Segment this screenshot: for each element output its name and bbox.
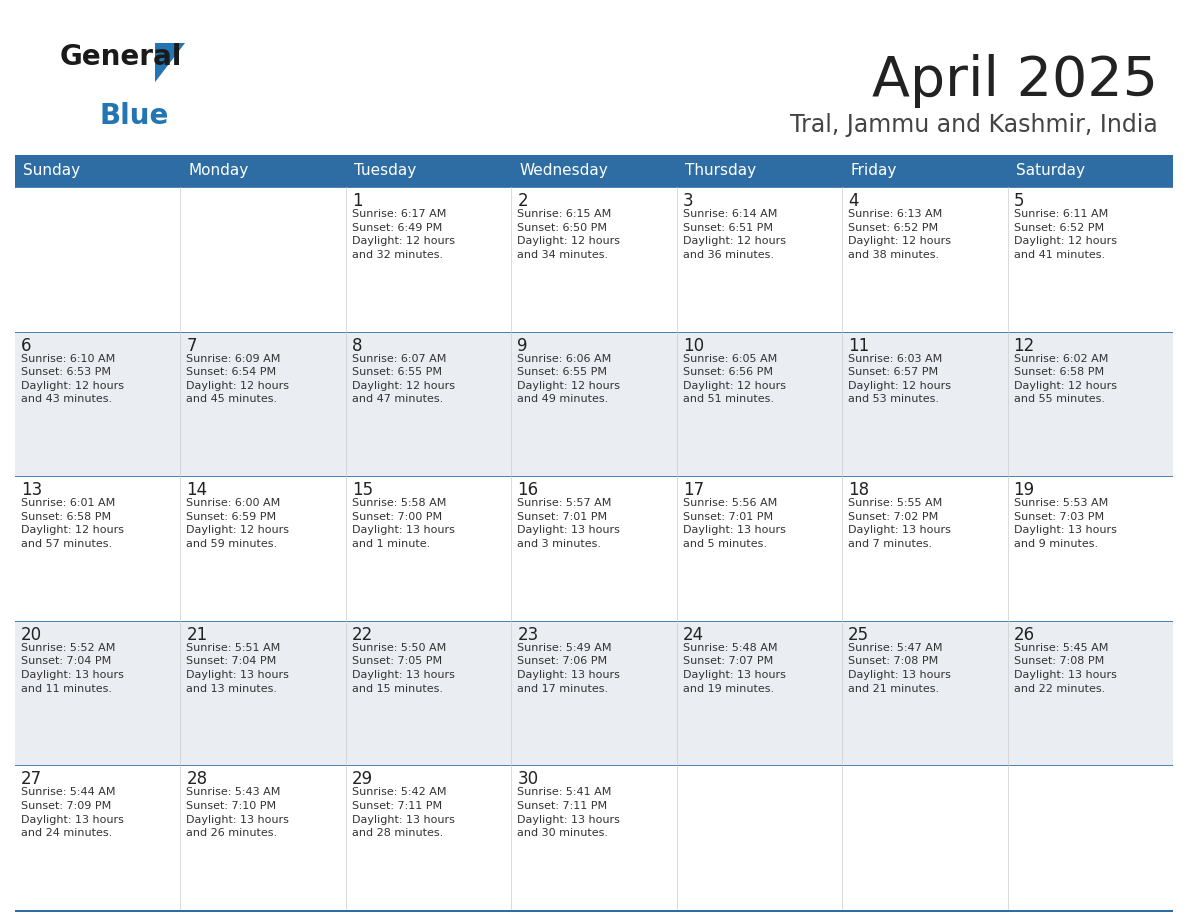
Text: Sunrise: 5:49 AM
Sunset: 7:06 PM
Daylight: 13 hours
and 17 minutes.: Sunrise: 5:49 AM Sunset: 7:06 PM Dayligh… <box>517 643 620 694</box>
Text: Sunrise: 5:53 AM
Sunset: 7:03 PM
Daylight: 13 hours
and 9 minutes.: Sunrise: 5:53 AM Sunset: 7:03 PM Dayligh… <box>1013 498 1117 549</box>
Text: 27: 27 <box>21 770 42 789</box>
Text: Sunrise: 6:01 AM
Sunset: 6:58 PM
Daylight: 12 hours
and 57 minutes.: Sunrise: 6:01 AM Sunset: 6:58 PM Dayligh… <box>21 498 124 549</box>
Text: 20: 20 <box>21 626 42 644</box>
Text: 23: 23 <box>517 626 538 644</box>
Text: 9: 9 <box>517 337 527 354</box>
Text: 8: 8 <box>352 337 362 354</box>
Text: 29: 29 <box>352 770 373 789</box>
Text: 25: 25 <box>848 626 870 644</box>
Text: Friday: Friday <box>851 163 897 178</box>
Text: Wednesday: Wednesday <box>519 163 608 178</box>
Text: Sunday: Sunday <box>23 163 80 178</box>
Text: 22: 22 <box>352 626 373 644</box>
Text: Sunrise: 5:55 AM
Sunset: 7:02 PM
Daylight: 13 hours
and 7 minutes.: Sunrise: 5:55 AM Sunset: 7:02 PM Dayligh… <box>848 498 952 549</box>
Text: 18: 18 <box>848 481 870 499</box>
Text: 17: 17 <box>683 481 703 499</box>
Text: Sunrise: 6:02 AM
Sunset: 6:58 PM
Daylight: 12 hours
and 55 minutes.: Sunrise: 6:02 AM Sunset: 6:58 PM Dayligh… <box>1013 353 1117 405</box>
Text: Sunrise: 6:11 AM
Sunset: 6:52 PM
Daylight: 12 hours
and 41 minutes.: Sunrise: 6:11 AM Sunset: 6:52 PM Dayligh… <box>1013 209 1117 260</box>
Text: General: General <box>61 43 183 71</box>
Text: 1: 1 <box>352 192 362 210</box>
Text: Sunrise: 6:07 AM
Sunset: 6:55 PM
Daylight: 12 hours
and 47 minutes.: Sunrise: 6:07 AM Sunset: 6:55 PM Dayligh… <box>352 353 455 405</box>
Text: Sunrise: 6:06 AM
Sunset: 6:55 PM
Daylight: 12 hours
and 49 minutes.: Sunrise: 6:06 AM Sunset: 6:55 PM Dayligh… <box>517 353 620 405</box>
Text: Sunrise: 5:58 AM
Sunset: 7:00 PM
Daylight: 13 hours
and 1 minute.: Sunrise: 5:58 AM Sunset: 7:00 PM Dayligh… <box>352 498 455 549</box>
Text: 30: 30 <box>517 770 538 789</box>
Text: Sunrise: 6:10 AM
Sunset: 6:53 PM
Daylight: 12 hours
and 43 minutes.: Sunrise: 6:10 AM Sunset: 6:53 PM Dayligh… <box>21 353 124 405</box>
Text: 4: 4 <box>848 192 859 210</box>
Text: 21: 21 <box>187 626 208 644</box>
Text: Sunrise: 6:03 AM
Sunset: 6:57 PM
Daylight: 12 hours
and 53 minutes.: Sunrise: 6:03 AM Sunset: 6:57 PM Dayligh… <box>848 353 952 405</box>
Text: Sunrise: 5:51 AM
Sunset: 7:04 PM
Daylight: 13 hours
and 13 minutes.: Sunrise: 5:51 AM Sunset: 7:04 PM Dayligh… <box>187 643 290 694</box>
Text: Blue: Blue <box>100 102 170 129</box>
Text: Sunrise: 5:57 AM
Sunset: 7:01 PM
Daylight: 13 hours
and 3 minutes.: Sunrise: 5:57 AM Sunset: 7:01 PM Dayligh… <box>517 498 620 549</box>
Text: 12: 12 <box>1013 337 1035 354</box>
Text: April 2025: April 2025 <box>872 54 1158 108</box>
Text: Sunrise: 5:42 AM
Sunset: 7:11 PM
Daylight: 13 hours
and 28 minutes.: Sunrise: 5:42 AM Sunset: 7:11 PM Dayligh… <box>352 788 455 838</box>
Text: Sunrise: 5:44 AM
Sunset: 7:09 PM
Daylight: 13 hours
and 24 minutes.: Sunrise: 5:44 AM Sunset: 7:09 PM Dayligh… <box>21 788 124 838</box>
Text: Saturday: Saturday <box>1016 163 1085 178</box>
Text: 16: 16 <box>517 481 538 499</box>
Text: Sunrise: 6:17 AM
Sunset: 6:49 PM
Daylight: 12 hours
and 32 minutes.: Sunrise: 6:17 AM Sunset: 6:49 PM Dayligh… <box>352 209 455 260</box>
Text: Sunrise: 5:52 AM
Sunset: 7:04 PM
Daylight: 13 hours
and 11 minutes.: Sunrise: 5:52 AM Sunset: 7:04 PM Dayligh… <box>21 643 124 694</box>
Text: Sunrise: 6:13 AM
Sunset: 6:52 PM
Daylight: 12 hours
and 38 minutes.: Sunrise: 6:13 AM Sunset: 6:52 PM Dayligh… <box>848 209 952 260</box>
Text: 26: 26 <box>1013 626 1035 644</box>
Text: Thursday: Thursday <box>684 163 756 178</box>
Text: 5: 5 <box>1013 192 1024 210</box>
Text: Sunrise: 6:15 AM
Sunset: 6:50 PM
Daylight: 12 hours
and 34 minutes.: Sunrise: 6:15 AM Sunset: 6:50 PM Dayligh… <box>517 209 620 260</box>
Text: 6: 6 <box>21 337 32 354</box>
Text: Sunrise: 5:56 AM
Sunset: 7:01 PM
Daylight: 13 hours
and 5 minutes.: Sunrise: 5:56 AM Sunset: 7:01 PM Dayligh… <box>683 498 785 549</box>
Text: Sunrise: 5:50 AM
Sunset: 7:05 PM
Daylight: 13 hours
and 15 minutes.: Sunrise: 5:50 AM Sunset: 7:05 PM Dayligh… <box>352 643 455 694</box>
Text: Sunrise: 6:09 AM
Sunset: 6:54 PM
Daylight: 12 hours
and 45 minutes.: Sunrise: 6:09 AM Sunset: 6:54 PM Dayligh… <box>187 353 290 405</box>
Text: 2: 2 <box>517 192 527 210</box>
Text: 3: 3 <box>683 192 694 210</box>
Text: 7: 7 <box>187 337 197 354</box>
Text: 28: 28 <box>187 770 208 789</box>
Text: 13: 13 <box>21 481 43 499</box>
Text: Sunrise: 5:45 AM
Sunset: 7:08 PM
Daylight: 13 hours
and 22 minutes.: Sunrise: 5:45 AM Sunset: 7:08 PM Dayligh… <box>1013 643 1117 694</box>
Text: Monday: Monday <box>189 163 248 178</box>
Polygon shape <box>154 43 185 83</box>
Text: 19: 19 <box>1013 481 1035 499</box>
Text: Tral, Jammu and Kashmir, India: Tral, Jammu and Kashmir, India <box>790 113 1158 137</box>
Text: Sunrise: 5:43 AM
Sunset: 7:10 PM
Daylight: 13 hours
and 26 minutes.: Sunrise: 5:43 AM Sunset: 7:10 PM Dayligh… <box>187 788 290 838</box>
Text: Sunrise: 6:05 AM
Sunset: 6:56 PM
Daylight: 12 hours
and 51 minutes.: Sunrise: 6:05 AM Sunset: 6:56 PM Dayligh… <box>683 353 785 405</box>
Text: Sunrise: 5:41 AM
Sunset: 7:11 PM
Daylight: 13 hours
and 30 minutes.: Sunrise: 5:41 AM Sunset: 7:11 PM Dayligh… <box>517 788 620 838</box>
Text: 10: 10 <box>683 337 703 354</box>
Text: Sunrise: 6:14 AM
Sunset: 6:51 PM
Daylight: 12 hours
and 36 minutes.: Sunrise: 6:14 AM Sunset: 6:51 PM Dayligh… <box>683 209 785 260</box>
Text: 24: 24 <box>683 626 703 644</box>
Text: Sunrise: 5:48 AM
Sunset: 7:07 PM
Daylight: 13 hours
and 19 minutes.: Sunrise: 5:48 AM Sunset: 7:07 PM Dayligh… <box>683 643 785 694</box>
Text: 14: 14 <box>187 481 208 499</box>
Text: 15: 15 <box>352 481 373 499</box>
Text: 11: 11 <box>848 337 870 354</box>
Text: Sunrise: 5:47 AM
Sunset: 7:08 PM
Daylight: 13 hours
and 21 minutes.: Sunrise: 5:47 AM Sunset: 7:08 PM Dayligh… <box>848 643 952 694</box>
Text: Tuesday: Tuesday <box>354 163 416 178</box>
Text: Sunrise: 6:00 AM
Sunset: 6:59 PM
Daylight: 12 hours
and 59 minutes.: Sunrise: 6:00 AM Sunset: 6:59 PM Dayligh… <box>187 498 290 549</box>
